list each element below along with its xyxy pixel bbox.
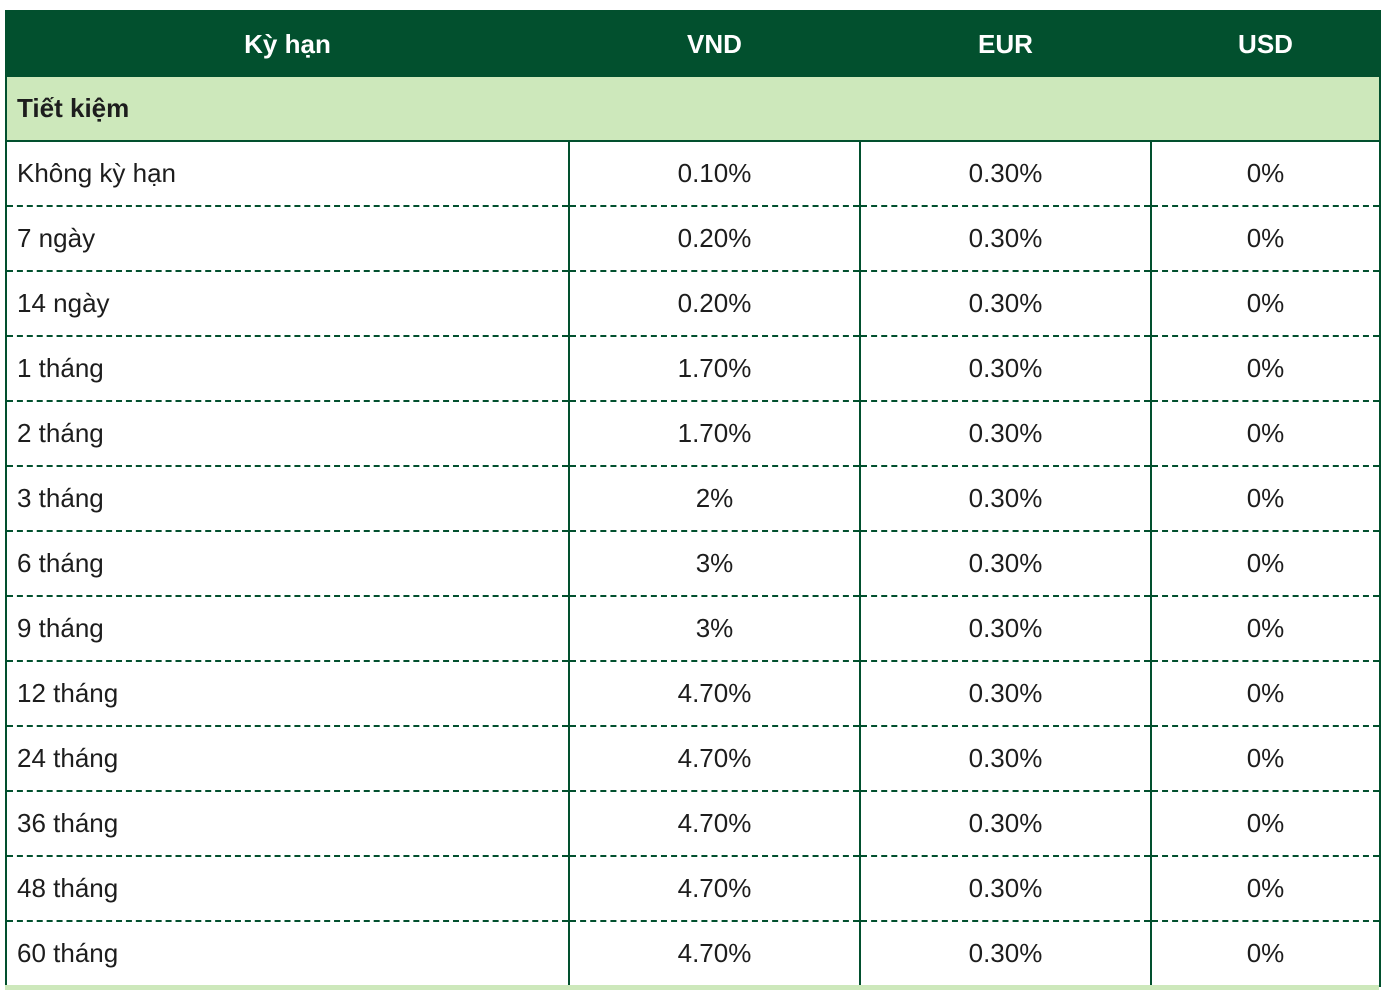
cell-eur: 0.30%	[859, 206, 1152, 272]
cell-eur: 0.30%	[859, 661, 1152, 727]
cell-vnd: 0.20%	[568, 206, 861, 272]
cell-vnd: 3%	[568, 596, 861, 662]
next-section-strip	[5, 985, 1379, 990]
cell-eur: 0.30%	[859, 531, 1152, 597]
cell-eur: 0.30%	[859, 921, 1152, 987]
cell-usd: 0%	[1150, 401, 1381, 467]
cell-term: 36 tháng	[5, 791, 570, 857]
table-row: 7 ngày 0.20% 0.30% 0%	[5, 206, 1381, 272]
cell-term: 7 ngày	[5, 206, 570, 272]
cell-vnd: 4.70%	[568, 726, 861, 792]
cell-eur: 0.30%	[859, 726, 1152, 792]
cell-vnd: 2%	[568, 466, 861, 532]
cell-vnd: 4.70%	[568, 791, 861, 857]
cell-eur: 0.30%	[859, 271, 1152, 337]
section-row-savings: Tiết kiệm	[5, 77, 1381, 142]
cell-usd: 0%	[1150, 856, 1381, 922]
cell-term: 12 tháng	[5, 661, 570, 727]
cell-usd: 0%	[1150, 531, 1381, 597]
column-header-vnd: VND	[568, 10, 861, 77]
cell-vnd: 4.70%	[568, 856, 861, 922]
section-label: Tiết kiệm	[5, 77, 1381, 142]
cell-term: 9 tháng	[5, 596, 570, 662]
cell-term: 3 tháng	[5, 466, 570, 532]
table-row: 60 tháng 4.70% 0.30% 0%	[5, 921, 1381, 987]
cell-vnd: 1.70%	[568, 401, 861, 467]
column-header-eur: EUR	[859, 10, 1152, 77]
cell-term: 48 tháng	[5, 856, 570, 922]
table-row: 3 tháng 2% 0.30% 0%	[5, 466, 1381, 532]
table-row: 24 tháng 4.70% 0.30% 0%	[5, 726, 1381, 792]
cell-term: 14 ngày	[5, 271, 570, 337]
table-row: 36 tháng 4.70% 0.30% 0%	[5, 791, 1381, 857]
table-body: Tiết kiệm Không kỳ hạn 0.10% 0.30% 0% 7 ngày…	[5, 77, 1381, 987]
cell-usd: 0%	[1150, 206, 1381, 272]
cell-vnd: 0.10%	[568, 141, 861, 207]
cell-usd: 0%	[1150, 271, 1381, 337]
cell-term: 60 tháng	[5, 921, 570, 987]
table-row: 2 tháng 1.70% 0.30% 0%	[5, 401, 1381, 467]
table-row: 9 tháng 3% 0.30% 0%	[5, 596, 1381, 662]
cell-vnd: 4.70%	[568, 661, 861, 727]
cell-usd: 0%	[1150, 596, 1381, 662]
cell-eur: 0.30%	[859, 791, 1152, 857]
table-row: 12 tháng 4.70% 0.30% 0%	[5, 661, 1381, 727]
table-row: 14 ngày 0.20% 0.30% 0%	[5, 271, 1381, 337]
cell-usd: 0%	[1150, 791, 1381, 857]
table-row: 6 tháng 3% 0.30% 0%	[5, 531, 1381, 597]
cell-eur: 0.30%	[859, 336, 1152, 402]
cell-eur: 0.30%	[859, 141, 1152, 207]
cell-term: 24 tháng	[5, 726, 570, 792]
cell-eur: 0.30%	[859, 856, 1152, 922]
cell-usd: 0%	[1150, 921, 1381, 987]
cell-usd: 0%	[1150, 661, 1381, 727]
table-row: Không kỳ hạn 0.10% 0.30% 0%	[5, 141, 1381, 207]
column-header-term: Kỳ hạn	[5, 10, 570, 77]
cell-term: 6 tháng	[5, 531, 570, 597]
table-row: 1 tháng 1.70% 0.30% 0%	[5, 336, 1381, 402]
cell-vnd: 4.70%	[568, 921, 861, 987]
cell-term: 1 tháng	[5, 336, 570, 402]
cell-usd: 0%	[1150, 466, 1381, 532]
table-header-row: Kỳ hạn VND EUR USD	[5, 10, 1381, 77]
table-row: 48 tháng 4.70% 0.30% 0%	[5, 856, 1381, 922]
cell-eur: 0.30%	[859, 596, 1152, 662]
interest-rate-table: Kỳ hạn VND EUR USD Tiết kiệm Không kỳ hạ…	[5, 10, 1381, 987]
column-header-usd: USD	[1150, 10, 1381, 77]
cell-eur: 0.30%	[859, 466, 1152, 532]
cell-vnd: 1.70%	[568, 336, 861, 402]
cell-usd: 0%	[1150, 336, 1381, 402]
cell-term: 2 tháng	[5, 401, 570, 467]
cell-eur: 0.30%	[859, 401, 1152, 467]
cell-vnd: 0.20%	[568, 271, 861, 337]
cell-vnd: 3%	[568, 531, 861, 597]
cell-term: Không kỳ hạn	[5, 141, 570, 207]
cell-usd: 0%	[1150, 141, 1381, 207]
cell-usd: 0%	[1150, 726, 1381, 792]
